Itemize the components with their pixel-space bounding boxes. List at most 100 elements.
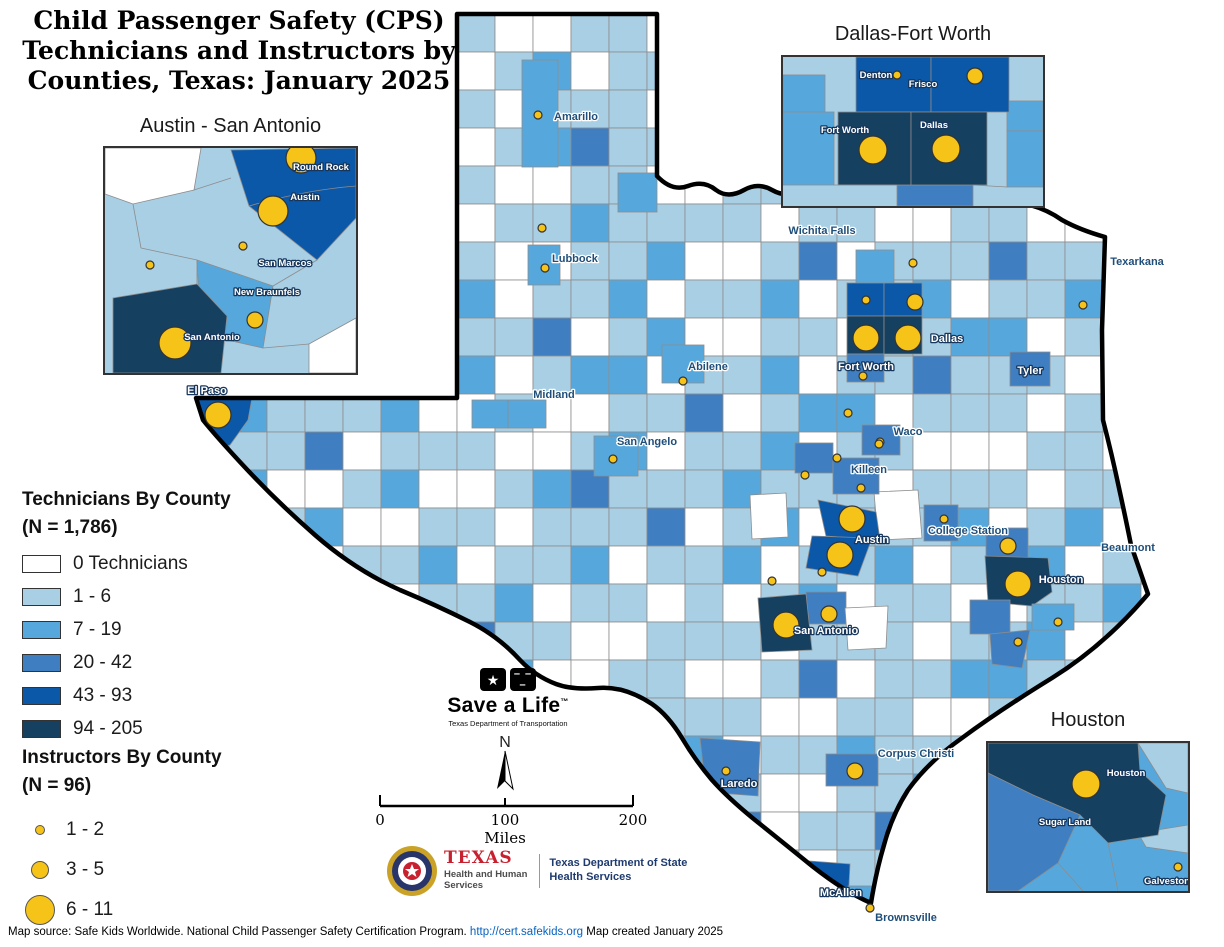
instructor-circle <box>721 766 731 776</box>
city-label: Texarkana <box>1110 256 1164 268</box>
city-label: McAllen <box>820 887 862 899</box>
city-label: Corpus Christi <box>878 748 954 760</box>
svg-text:200: 200 <box>619 811 648 829</box>
city-label: College Station <box>928 525 1008 537</box>
instructor-circle <box>1053 617 1063 627</box>
instructor-circle <box>533 110 543 120</box>
legend-class-row: 7 - 19 <box>22 619 252 640</box>
city-label: Fort Worth <box>838 361 894 373</box>
legend-class-row: 94 - 205 <box>22 718 252 739</box>
legend-instructors: Instructors By County (N = 96) 1 - 2 3 -… <box>22 744 252 935</box>
legend-swatch <box>22 620 61 639</box>
instructor-circle <box>858 371 868 381</box>
city-label: Brownsville <box>875 912 937 924</box>
inset-dfw-markers: Denton Frisco Fort Worth Dallas <box>820 67 984 165</box>
instructor-circle <box>145 260 155 270</box>
city-label: Abilene <box>688 361 728 373</box>
instructor-circle <box>865 903 875 913</box>
instructor-circle <box>772 611 800 639</box>
instructor-circle <box>843 408 853 418</box>
logo-divider <box>539 854 541 888</box>
instructor-circle <box>874 439 884 449</box>
city-label: Tyler <box>1017 365 1043 377</box>
instructor-circle <box>846 762 864 780</box>
source-link[interactable]: http://cert.safekids.org <box>469 926 584 938</box>
instructor-circle <box>999 537 1017 555</box>
inset-map-austin-san-antonio: Round Rock Austin San Marcos New Braunfels S… <box>103 146 358 375</box>
inset-map-houston: Houston Sugar Land Galveston <box>986 741 1190 893</box>
instructor-circle <box>1071 769 1101 799</box>
dashes-icon: – – – <box>510 668 536 691</box>
save-a-life-logo: ★ – – – Save a Life™ Texas Department of… <box>443 668 573 728</box>
legend-swatch <box>22 653 61 672</box>
scale-bar: 0 100 200 Miles <box>375 795 648 847</box>
city-label: Sugar Land <box>1039 817 1091 828</box>
instructor-circle <box>158 326 192 360</box>
city-label: Laredo <box>721 778 758 790</box>
legend-class-row: 20 - 42 <box>22 652 252 673</box>
city-label: Austin <box>290 192 320 203</box>
instructor-circle <box>939 514 949 524</box>
instructor-circle <box>820 605 838 623</box>
instructor-circle <box>966 67 984 85</box>
instructor-circle <box>540 263 550 273</box>
instructor-circle <box>1078 300 1088 310</box>
city-label: San Angelo <box>617 436 677 448</box>
legend-technicians-title: Technicians By County <box>22 489 231 510</box>
page-title: Child Passenger Safety (CPS) Technicians… <box>22 6 456 95</box>
inset-map-dallas-fort-worth: Denton Frisco Fort Worth Dallas <box>781 55 1045 208</box>
save-a-life-brand: Save a Life™ <box>447 694 569 717</box>
north-label: N <box>499 734 511 751</box>
instructor-circle <box>852 324 880 352</box>
texas-hhs-seal-icon <box>387 846 437 896</box>
inset-houston-markers: Houston Sugar Land Galveston <box>1038 767 1188 889</box>
hhs-line1: Health and Human <box>444 869 528 881</box>
instructor-size-dot <box>25 895 55 926</box>
save-a-life-subtitle: Texas Department of Transportation <box>448 719 568 728</box>
instructor-circle <box>204 401 232 429</box>
legend-instructors-n: (N = 96) <box>22 774 92 796</box>
city-label: Killeen <box>851 464 887 476</box>
city-label: Amarillo <box>554 111 598 123</box>
instructor-circle <box>858 135 888 165</box>
agency-logos: TEXAS Health and Human Services Texas De… <box>386 845 687 897</box>
city-label: Midland <box>533 389 575 401</box>
instructor-circle <box>537 223 547 233</box>
city-label: Round Rock <box>293 162 350 173</box>
star-icon: ★ <box>480 668 506 691</box>
instructor-circle <box>906 293 924 311</box>
instructor-circle <box>1004 570 1032 598</box>
legend-class-row: 1 - 2 <box>22 815 252 845</box>
instructor-circle <box>800 470 810 480</box>
instructor-circle <box>826 541 854 569</box>
city-label: San Antonio <box>184 332 240 343</box>
city-label: Fort Worth <box>821 125 870 136</box>
map-source-note: Map source: Safe Kids Worldwide. Nationa… <box>8 926 723 938</box>
instructor-circle <box>246 311 264 329</box>
legend-swatch <box>22 554 61 573</box>
city-label: Austin <box>855 534 890 546</box>
inset-title-houston: Houston <box>1050 709 1126 731</box>
instructor-circle <box>767 576 777 586</box>
city-label: El Paso <box>187 385 227 397</box>
city-label: Houston <box>1039 574 1084 586</box>
city-label: San Marcos <box>258 258 311 269</box>
city-label: New Braunfels <box>234 287 300 298</box>
instructor-circle <box>608 454 618 464</box>
city-label: Dallas <box>931 333 963 345</box>
svg-text:0: 0 <box>375 811 385 829</box>
svg-text:Miles: Miles <box>484 829 526 847</box>
city-markers-and-labels: Amarillo Lubbock Wichita Falls Texarkana For… <box>186 110 1166 926</box>
legend-instructors-title: Instructors By County <box>22 747 222 768</box>
inset-title-dallas-fort-worth: Dallas-Fort Worth <box>834 23 992 45</box>
legend-swatch <box>22 719 61 738</box>
instructor-circle <box>1173 862 1183 872</box>
city-label: Galveston <box>1144 876 1188 887</box>
hhs-wordmark: TEXAS <box>444 848 513 869</box>
city-label: Beaumont <box>1101 542 1155 554</box>
instructor-circle <box>817 567 827 577</box>
dshs-line2: Health Services <box>549 871 632 883</box>
city-label: Dallas <box>920 120 948 131</box>
instructor-size-dot <box>35 825 45 836</box>
